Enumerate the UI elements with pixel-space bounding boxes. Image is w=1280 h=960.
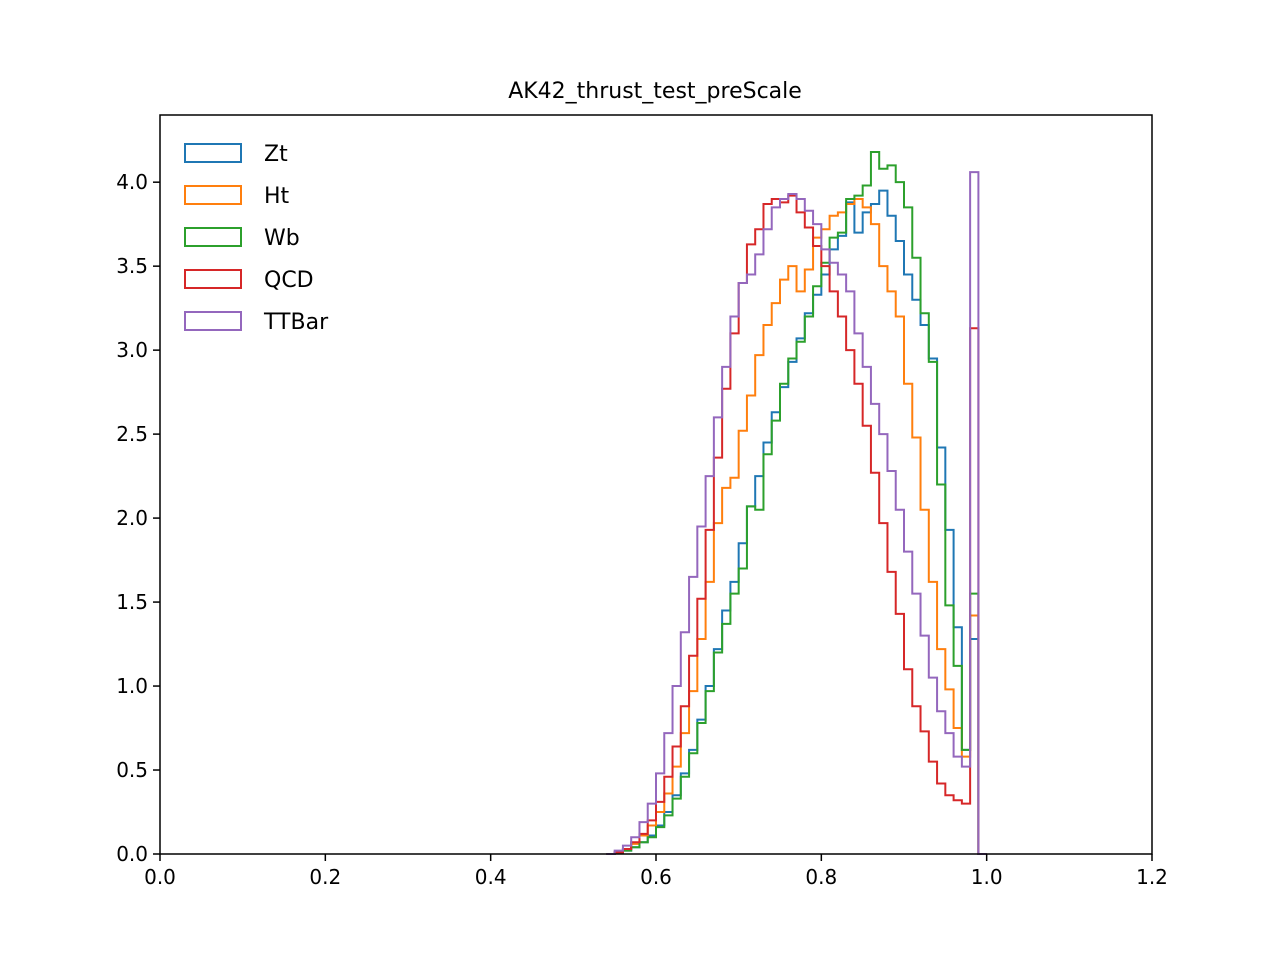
y-tick-label: 3.5	[116, 254, 148, 278]
x-tick-label: 0.6	[640, 865, 672, 889]
y-tick-label: 2.5	[116, 422, 148, 446]
chart-title: AK42_thrust_test_preScale	[508, 79, 802, 104]
legend-swatch-ttbar	[184, 311, 242, 331]
legend-label-ttbar: TTBar	[263, 310, 329, 335]
y-tick-label: 1.0	[116, 674, 148, 698]
y-tick-label: 3.0	[116, 338, 148, 362]
legend-swatch-wb	[184, 227, 242, 247]
x-tick-label: 1.0	[971, 865, 1003, 889]
legend-swatch-ht	[184, 185, 242, 205]
series-qcd-step	[606, 194, 987, 855]
y-tick-label: 4.0	[116, 170, 148, 194]
y-tick-label: 1.5	[116, 590, 148, 614]
x-tick-label: 0.0	[144, 865, 176, 889]
series-wb-step	[606, 150, 987, 855]
x-tick-label: 0.2	[309, 865, 341, 889]
axes-layer: 0.0 0.2 0.4 0.6 0.8 1.0 1.2 0.0 0.5 1.0 1.5 2.0 2.5 3…	[116, 114, 1168, 889]
series-ht-step	[606, 197, 987, 855]
legend-label-ht: Ht	[264, 184, 290, 209]
series-layer	[606, 150, 987, 855]
x-tick-label: 0.4	[475, 865, 507, 889]
legend-swatch-qcd	[184, 269, 242, 289]
series-ttbar-step	[606, 171, 987, 855]
legend-label-wb: Wb	[264, 226, 300, 251]
x-tick-label: 0.8	[805, 865, 837, 889]
y-tick-label: 0.0	[116, 842, 148, 866]
y-tick-label: 2.0	[116, 506, 148, 530]
x-tick-label: 1.2	[1136, 865, 1168, 889]
legend-swatch-zt	[184, 143, 242, 163]
legend: Zt Ht Wb QCD TTBar	[184, 142, 329, 335]
legend-label-qcd: QCD	[264, 268, 314, 293]
y-tick-label: 0.5	[116, 758, 148, 782]
legend-label-zt: Zt	[264, 142, 288, 167]
